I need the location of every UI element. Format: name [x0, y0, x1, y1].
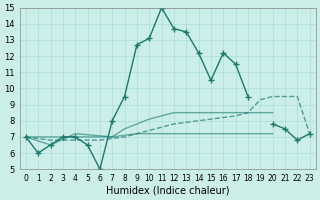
X-axis label: Humidex (Indice chaleur): Humidex (Indice chaleur) — [106, 186, 229, 196]
